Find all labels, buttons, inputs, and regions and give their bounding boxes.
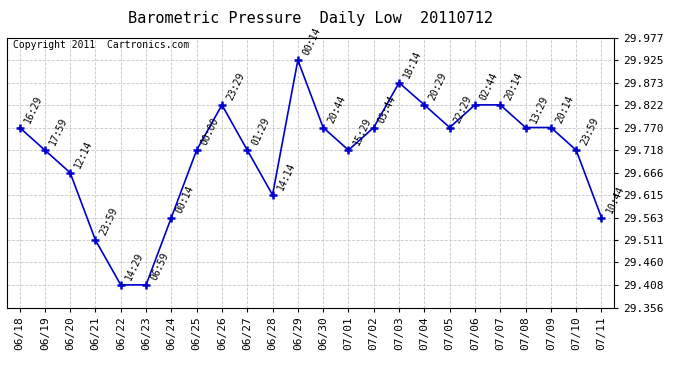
- Text: 18:14: 18:14: [402, 49, 423, 80]
- Text: Barometric Pressure  Daily Low  20110712: Barometric Pressure Daily Low 20110712: [128, 11, 493, 26]
- Text: 15:29: 15:29: [351, 117, 373, 147]
- Text: 10:44: 10:44: [604, 184, 626, 215]
- Text: 00:14: 00:14: [174, 184, 195, 215]
- Text: 14:14: 14:14: [275, 161, 297, 192]
- Text: 17:59: 17:59: [48, 117, 69, 147]
- Text: 00:00: 00:00: [199, 117, 221, 147]
- Text: 03:44: 03:44: [377, 94, 398, 125]
- Text: 13:29: 13:29: [529, 94, 550, 125]
- Text: 06:59: 06:59: [149, 251, 170, 282]
- Text: 12:14: 12:14: [73, 139, 95, 170]
- Text: 20:44: 20:44: [326, 94, 347, 125]
- Text: Copyright 2011  Cartronics.com: Copyright 2011 Cartronics.com: [13, 40, 189, 50]
- Text: 20:14: 20:14: [503, 71, 524, 102]
- Text: 23:29: 23:29: [225, 71, 246, 102]
- Text: 22:29: 22:29: [453, 94, 474, 125]
- Text: 23:59: 23:59: [98, 207, 119, 237]
- Text: 00:14: 00:14: [301, 27, 322, 57]
- Text: 23:59: 23:59: [579, 117, 600, 147]
- Text: 01:29: 01:29: [250, 117, 271, 147]
- Text: 20:14: 20:14: [553, 94, 575, 125]
- Text: 16:29: 16:29: [22, 94, 43, 125]
- Text: 20:29: 20:29: [427, 71, 449, 102]
- Text: 14:29: 14:29: [124, 251, 145, 282]
- Text: 02:44: 02:44: [477, 71, 499, 102]
